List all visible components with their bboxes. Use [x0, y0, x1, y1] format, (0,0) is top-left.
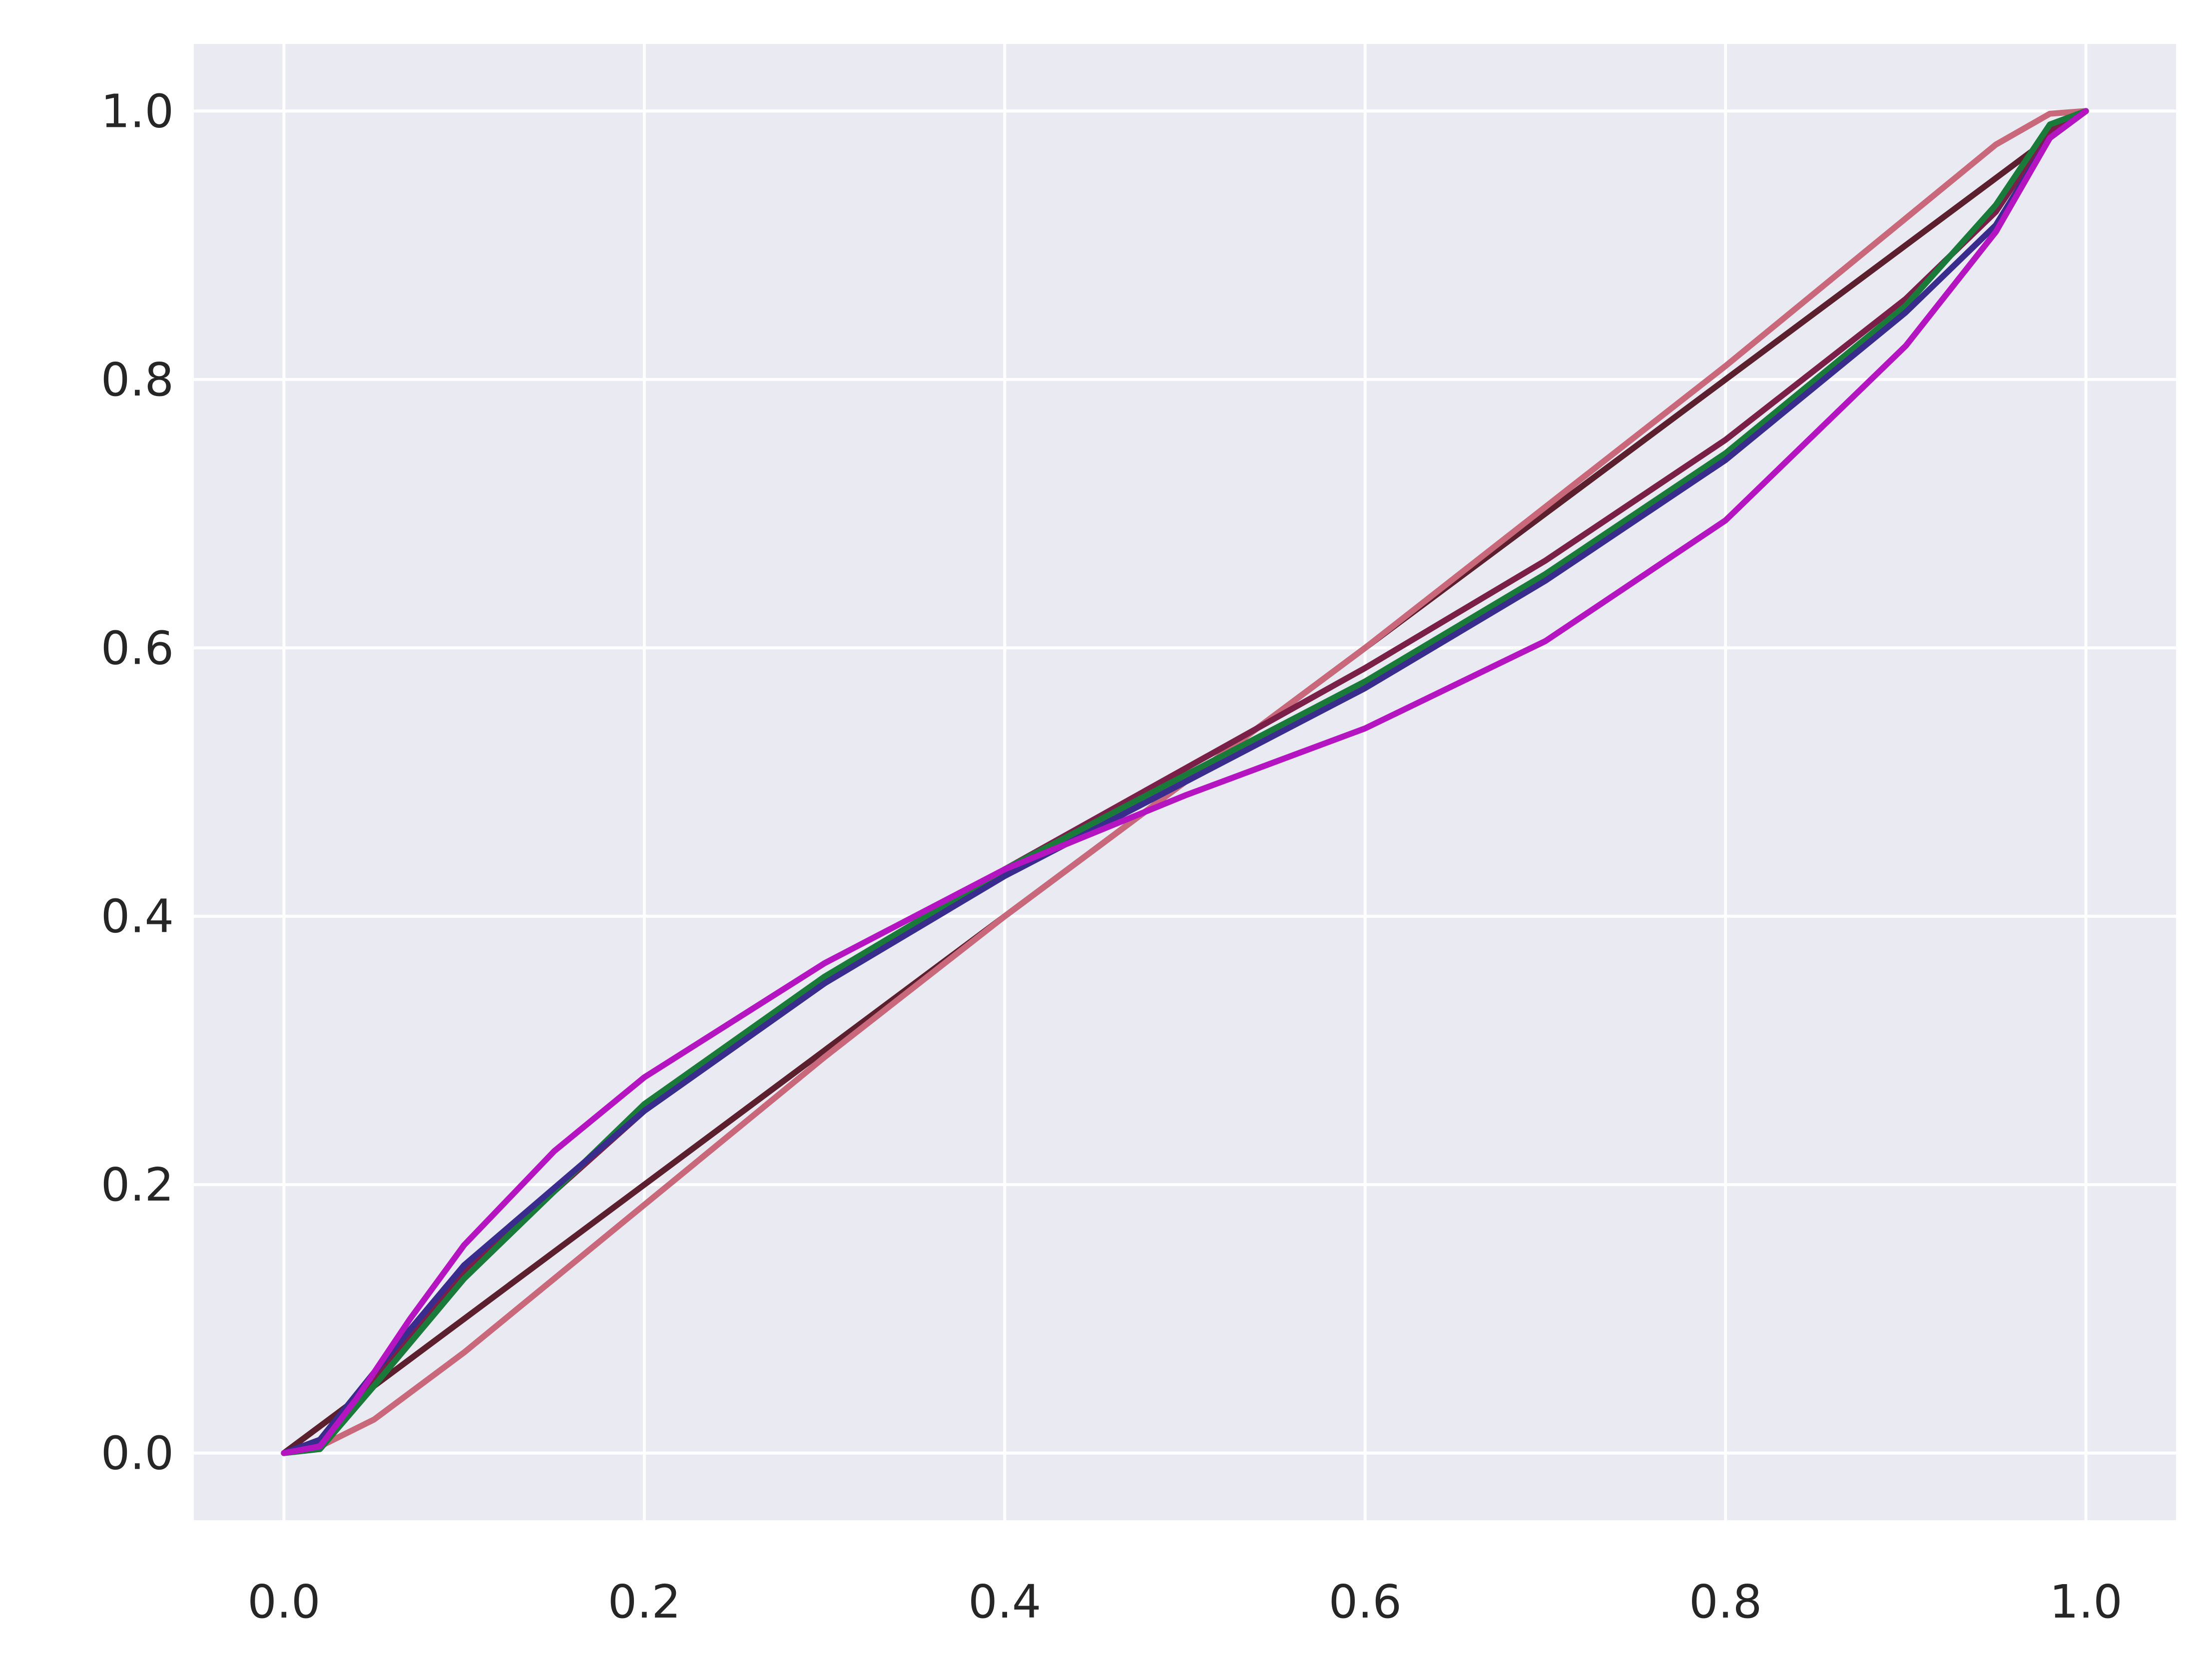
x-tick-label: 0.8 — [1689, 1575, 1762, 1629]
x-tick-label: 0.0 — [247, 1575, 320, 1629]
y-tick-label: 0.0 — [101, 1427, 174, 1480]
x-tick-label: 0.6 — [1329, 1575, 1402, 1629]
x-tick-label: 1.0 — [2049, 1575, 2122, 1629]
y-tick-label: 1.0 — [101, 84, 174, 138]
y-tick-label: 0.6 — [101, 621, 174, 675]
x-tick-label: 0.2 — [608, 1575, 681, 1629]
y-tick-label: 0.2 — [101, 1158, 174, 1212]
y-tick-label: 0.8 — [101, 353, 174, 407]
series-line-5 — [281, 108, 2089, 1456]
y-axis-ticks: 0.0 0.2 0.4 0.6 0.8 1.0 — [101, 84, 174, 1480]
series-line-4 — [281, 108, 2089, 1456]
y-tick-label: 0.4 — [101, 890, 174, 943]
x-tick-label: 0.4 — [968, 1575, 1041, 1629]
series-lines — [281, 108, 2089, 1456]
x-axis-ticks: 0.0 0.2 0.4 0.6 0.8 1.0 — [247, 1575, 2123, 1629]
series-line-6 — [281, 108, 2089, 1456]
